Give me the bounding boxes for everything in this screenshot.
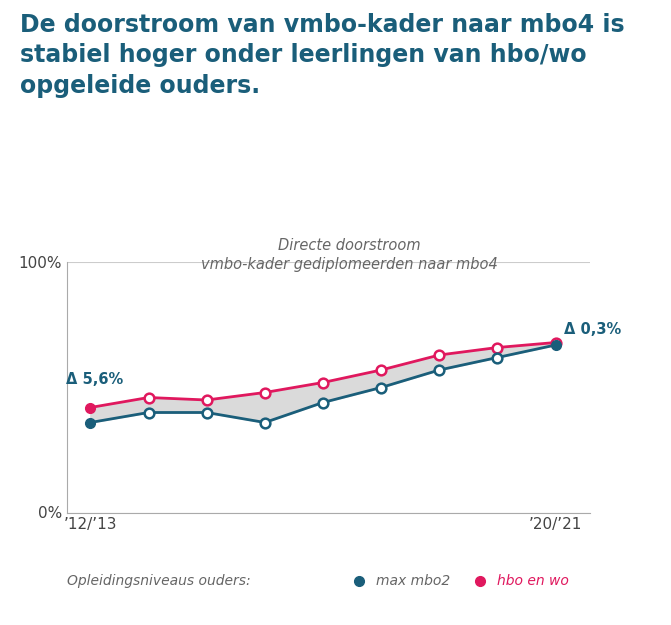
Text: Δ 5,6%: Δ 5,6% <box>66 372 123 388</box>
Text: De doorstroom van vmbo-kader naar mbo4 is
stabiel hoger onder leerlingen van hbo: De doorstroom van vmbo-kader naar mbo4 i… <box>20 12 625 98</box>
Text: Δ 0,3%: Δ 0,3% <box>564 322 621 338</box>
Text: max mbo2: max mbo2 <box>376 574 450 588</box>
Text: Opleidingsniveaus ouders:: Opleidingsniveaus ouders: <box>67 574 251 588</box>
Text: Directe doorstroom: Directe doorstroom <box>278 238 420 253</box>
Text: vmbo-kader gediplomeerden naar mbo4: vmbo-kader gediplomeerden naar mbo4 <box>201 257 497 272</box>
Text: hbo en wo: hbo en wo <box>497 574 568 588</box>
